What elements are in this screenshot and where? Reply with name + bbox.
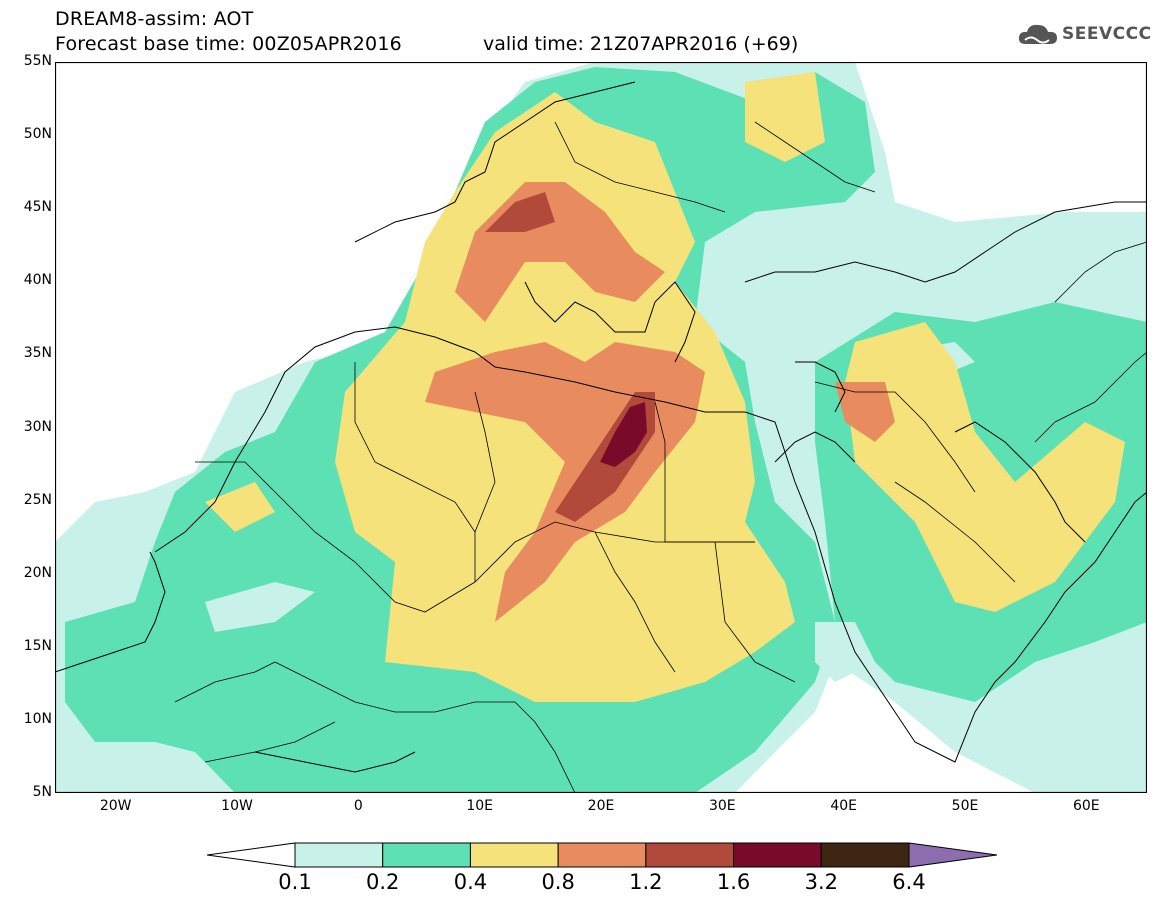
lon-label: 20E <box>587 798 615 814</box>
lat-label: 25N <box>23 491 52 508</box>
colorbar-segment <box>645 842 735 868</box>
logo-text: SEEVCCC <box>1062 24 1152 44</box>
aot-band-1.6 <box>600 402 647 467</box>
lat-label: 5N <box>32 784 52 800</box>
title-line-2: Forecast base time: 00Z05APR2016 <box>55 33 402 55</box>
lat-label: 15N <box>23 637 52 654</box>
valid-time: valid time: 21Z07APR2016 (+69) <box>483 33 799 55</box>
cloud-icon <box>1018 24 1057 44</box>
colorbar-under-triangle <box>207 842 296 868</box>
lat-label: 45N <box>23 199 52 216</box>
aot-band-0.8 <box>425 182 895 622</box>
lon-label: 30E <box>708 798 736 814</box>
lon-label: 0 <box>353 798 363 814</box>
colorbar <box>207 842 997 868</box>
lat-label: 50N <box>23 126 52 143</box>
colorbar-over-triangle <box>908 842 997 868</box>
coastlines <box>55 81 1147 773</box>
lon-label: 20W <box>99 798 132 814</box>
colorbar-label: 6.4 <box>892 870 926 894</box>
lat-label: 30N <box>23 418 52 435</box>
colorbar-segment <box>733 842 822 868</box>
colorbar-label: 0.1 <box>278 870 312 894</box>
colorbar-segment <box>469 842 559 868</box>
lon-label: 50E <box>951 798 979 814</box>
lat-label: 55N <box>23 53 52 69</box>
aot-map <box>55 62 1147 793</box>
colorbar-label: 0.4 <box>453 870 488 894</box>
colorbar-label: 3.2 <box>804 870 838 894</box>
colorbar-segment <box>294 842 384 868</box>
colorbar-segment <box>557 842 647 868</box>
lat-label: 40N <box>23 272 52 289</box>
country-borders <box>174 121 1147 793</box>
title-line-1: DREAM8-assim: AOT <box>55 8 254 30</box>
colorbar-label: 1.2 <box>629 870 663 894</box>
lon-label: 60E <box>1072 798 1100 814</box>
lat-label: 20N <box>23 564 52 581</box>
colorbar-label: 1.6 <box>716 870 751 894</box>
logo: SEEVCCC <box>1016 20 1152 48</box>
colorbar-segment <box>820 842 910 868</box>
map-frame <box>55 62 1147 793</box>
colorbar-label: 0.8 <box>541 870 575 894</box>
lon-label: 10W <box>221 798 253 814</box>
colorbar-label: 0.2 <box>366 870 400 894</box>
lon-label: 40E <box>830 798 857 814</box>
lat-label: 35N <box>23 345 52 362</box>
lat-label: 10N <box>23 710 52 727</box>
lon-label: 10E <box>466 798 493 814</box>
colorbar-segment <box>382 842 471 868</box>
